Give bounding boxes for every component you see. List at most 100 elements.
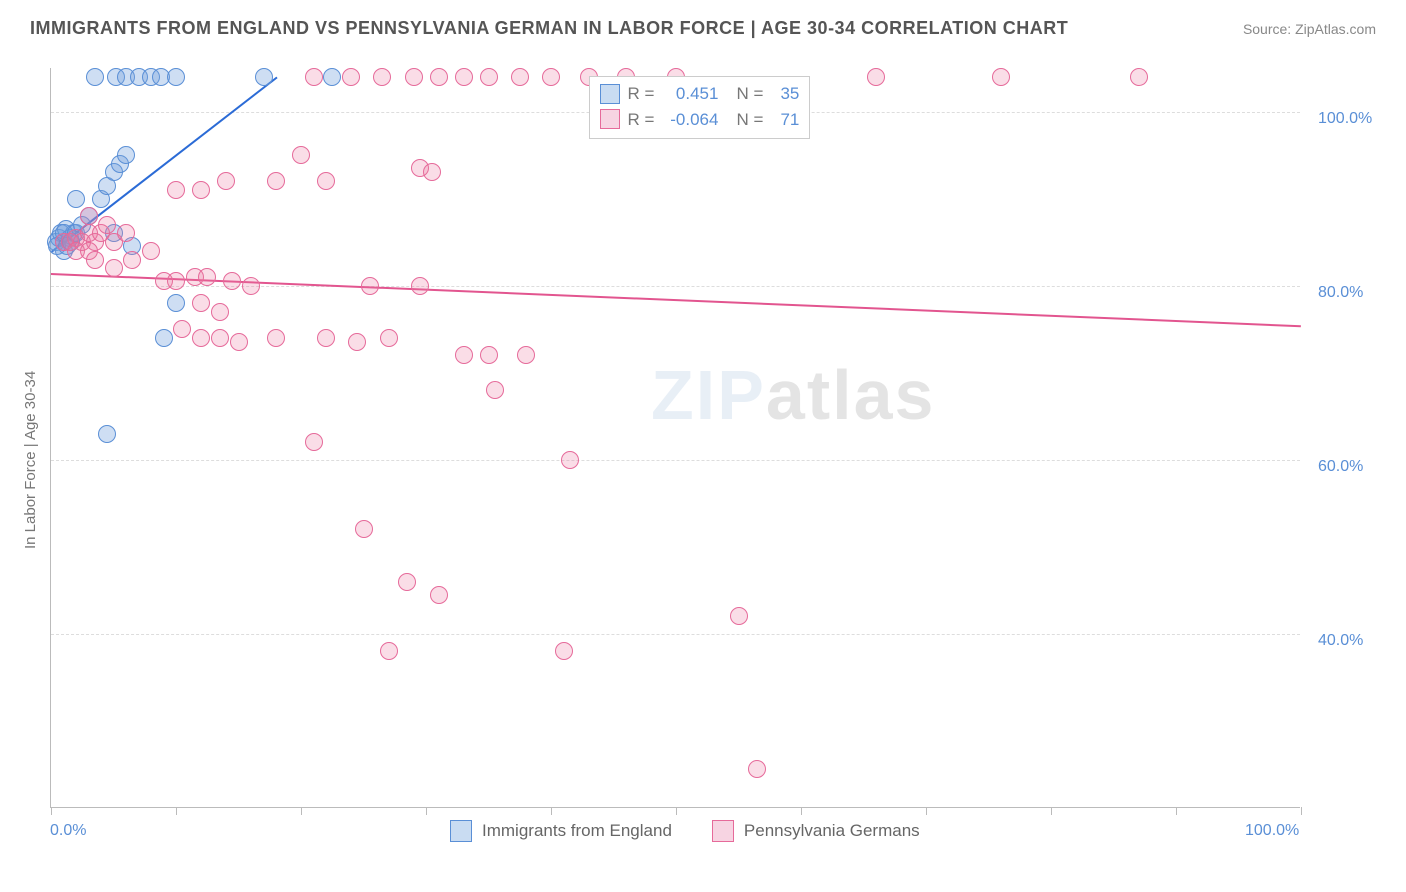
x-tick xyxy=(801,807,802,815)
point-pagerman xyxy=(373,68,391,86)
gridline xyxy=(51,634,1300,635)
series-legend: Immigrants from England Pennsylvania Germ… xyxy=(450,820,920,842)
point-pagerman xyxy=(211,303,229,321)
point-pagerman xyxy=(267,329,285,347)
point-pagerman xyxy=(198,268,216,286)
point-pagerman xyxy=(411,277,429,295)
x-tick xyxy=(51,807,52,815)
point-pagerman xyxy=(192,329,210,347)
point-england xyxy=(86,68,104,86)
point-pagerman xyxy=(430,586,448,604)
chart-title: IMMIGRANTS FROM ENGLAND VS PENNSYLVANIA … xyxy=(30,18,1068,39)
point-england xyxy=(323,68,341,86)
point-pagerman xyxy=(511,68,529,86)
point-pagerman xyxy=(123,251,141,269)
point-pagerman xyxy=(192,181,210,199)
point-pagerman xyxy=(305,68,323,86)
x-tick xyxy=(1051,807,1052,815)
point-pagerman xyxy=(348,333,366,351)
n-value: 35 xyxy=(771,81,799,107)
point-england xyxy=(255,68,273,86)
point-pagerman xyxy=(455,68,473,86)
point-pagerman xyxy=(542,68,560,86)
x-tick-label: 0.0% xyxy=(50,822,86,840)
point-pagerman xyxy=(561,451,579,469)
y-tick-label: 60.0% xyxy=(1318,458,1363,476)
y-axis-label: In Labor Force | Age 30-34 xyxy=(22,371,39,549)
point-england xyxy=(167,68,185,86)
point-england xyxy=(167,294,185,312)
watermark: ZIPatlas xyxy=(651,355,935,435)
point-pagerman xyxy=(405,68,423,86)
point-pagerman xyxy=(748,760,766,778)
point-pagerman xyxy=(317,329,335,347)
point-pagerman xyxy=(98,216,116,234)
point-pagerman xyxy=(242,277,260,295)
legend-label: Immigrants from England xyxy=(482,821,672,841)
x-tick xyxy=(926,807,927,815)
point-pagerman xyxy=(555,642,573,660)
point-pagerman xyxy=(117,224,135,242)
point-pagerman xyxy=(430,68,448,86)
point-england xyxy=(98,425,116,443)
point-pagerman xyxy=(380,329,398,347)
point-pagerman xyxy=(480,346,498,364)
point-pagerman xyxy=(292,146,310,164)
legend-label: Pennsylvania Germans xyxy=(744,821,920,841)
correlation-chart: ZIPatlasR =0.451N =35R =-0.064N =7140.0%… xyxy=(0,58,1406,848)
point-pagerman xyxy=(267,172,285,190)
point-england xyxy=(67,190,85,208)
point-pagerman xyxy=(486,381,504,399)
x-tick xyxy=(301,807,302,815)
point-pagerman xyxy=(398,573,416,591)
legend-swatch xyxy=(600,109,620,129)
point-pagerman xyxy=(517,346,535,364)
point-england xyxy=(117,146,135,164)
legend-item: Pennsylvania Germans xyxy=(712,820,920,842)
legend-swatch xyxy=(712,820,734,842)
r-label: R = xyxy=(628,81,655,107)
x-tick xyxy=(1176,807,1177,815)
point-pagerman xyxy=(167,181,185,199)
y-tick-label: 40.0% xyxy=(1318,632,1363,650)
point-pagerman xyxy=(305,433,323,451)
y-tick-label: 80.0% xyxy=(1318,284,1363,302)
point-pagerman xyxy=(223,272,241,290)
r-value: 0.451 xyxy=(662,81,718,107)
r-label: R = xyxy=(628,107,655,133)
point-pagerman xyxy=(167,272,185,290)
point-pagerman xyxy=(1130,68,1148,86)
correlation-legend: R =0.451N =35R =-0.064N =71 xyxy=(589,76,811,139)
legend-item: Immigrants from England xyxy=(450,820,672,842)
point-pagerman xyxy=(211,329,229,347)
legend-swatch xyxy=(450,820,472,842)
x-tick-label: 100.0% xyxy=(1245,822,1299,840)
point-pagerman xyxy=(342,68,360,86)
point-pagerman xyxy=(192,294,210,312)
point-pagerman xyxy=(80,207,98,225)
point-pagerman xyxy=(867,68,885,86)
point-pagerman xyxy=(105,259,123,277)
n-label: N = xyxy=(736,81,763,107)
y-tick-label: 100.0% xyxy=(1318,110,1372,128)
x-tick xyxy=(551,807,552,815)
gridline xyxy=(51,460,1300,461)
point-pagerman xyxy=(455,346,473,364)
x-tick xyxy=(676,807,677,815)
point-england xyxy=(155,329,173,347)
source-credit: Source: ZipAtlas.com xyxy=(1243,21,1376,37)
r-value: -0.064 xyxy=(662,107,718,133)
legend-swatch xyxy=(600,84,620,104)
title-row: IMMIGRANTS FROM ENGLAND VS PENNSYLVANIA … xyxy=(30,18,1376,39)
point-pagerman xyxy=(142,242,160,260)
point-pagerman xyxy=(480,68,498,86)
x-tick xyxy=(1301,807,1302,815)
point-pagerman xyxy=(361,277,379,295)
point-pagerman xyxy=(173,320,191,338)
x-tick xyxy=(176,807,177,815)
n-label: N = xyxy=(736,107,763,133)
correlation-legend-row: R =-0.064N =71 xyxy=(600,107,800,133)
point-pagerman xyxy=(423,163,441,181)
plot-area: ZIPatlasR =0.451N =35R =-0.064N =71 xyxy=(50,68,1300,808)
point-pagerman xyxy=(730,607,748,625)
